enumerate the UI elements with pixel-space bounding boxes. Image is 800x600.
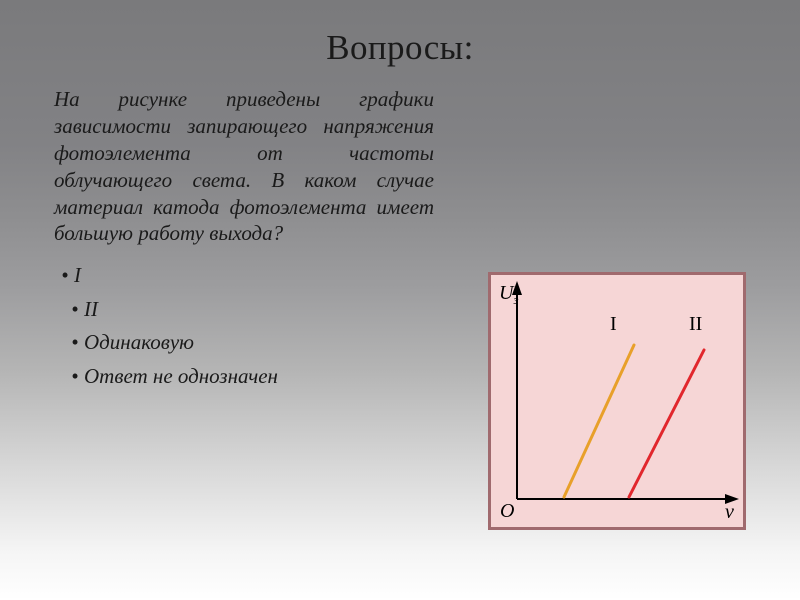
question-text: На рисунке приведены графики зависимости… — [54, 86, 434, 247]
x-axis-label: ν — [725, 501, 734, 523]
series-line — [629, 350, 704, 497]
chart-series: III — [564, 313, 704, 497]
option-label: I — [74, 259, 81, 293]
slide-title: Вопросы: — [54, 28, 746, 68]
y-axis-arrow-icon — [512, 281, 522, 295]
bullet-icon: • — [56, 259, 74, 293]
option-label: II — [84, 293, 98, 327]
option-label: Ответ не однозначен — [84, 360, 278, 394]
series-line — [564, 345, 634, 497]
origin-label: O — [500, 500, 514, 522]
series-label: II — [689, 313, 702, 335]
option-label: Одинаковую — [84, 326, 194, 360]
chart-panel: Uз O ν III — [488, 272, 746, 530]
bullet-icon: • — [66, 293, 84, 327]
bullet-icon: • — [66, 326, 84, 360]
bullet-icon: • — [66, 360, 84, 394]
slide: Вопросы: На рисунке приведены графики за… — [0, 0, 800, 600]
series-label: I — [610, 313, 617, 335]
chart-svg: Uз O ν III — [491, 275, 743, 527]
